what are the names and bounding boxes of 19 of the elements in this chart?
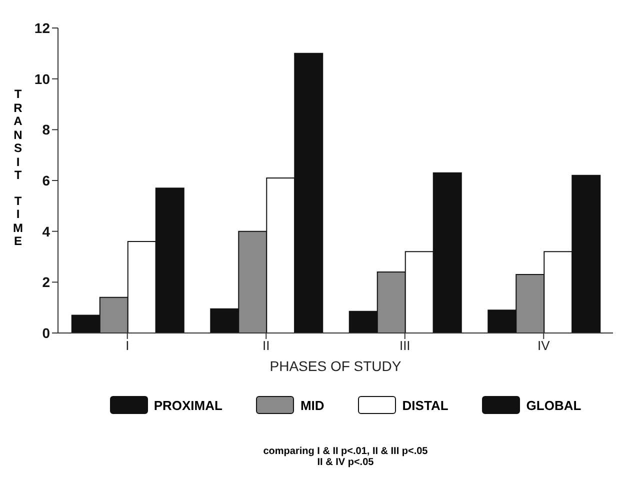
y-tick-label: 0 bbox=[42, 324, 50, 341]
x-tick-label: IV bbox=[537, 338, 550, 354]
x-tick-label: III bbox=[399, 338, 410, 354]
x-tick-label: II bbox=[262, 338, 270, 354]
text: comparing I & II p<.01, II & III p<.05 bbox=[262, 446, 429, 457]
legend-label: GLOBAL bbox=[526, 398, 582, 412]
text: TRANSIT TIME bbox=[13, 87, 23, 248]
legend-label: MID bbox=[300, 398, 324, 412]
legend-label: DISTAL bbox=[402, 398, 448, 412]
y-tick-label: 10 bbox=[34, 70, 50, 87]
y-tick-label: 8 bbox=[42, 122, 50, 138]
legend-label: PROXIMAL bbox=[154, 398, 222, 412]
y-tick-label: 4 bbox=[42, 223, 50, 240]
x-axis-title: PHASES OF STUDY bbox=[270, 358, 402, 374]
y-tick-label: 6 bbox=[42, 172, 50, 188]
x-tick-label: I bbox=[126, 338, 130, 354]
y-tick-label: 12 bbox=[34, 20, 50, 36]
text: II & IV p<.05 bbox=[316, 457, 375, 468]
y-tick-label: 2 bbox=[42, 274, 50, 290]
